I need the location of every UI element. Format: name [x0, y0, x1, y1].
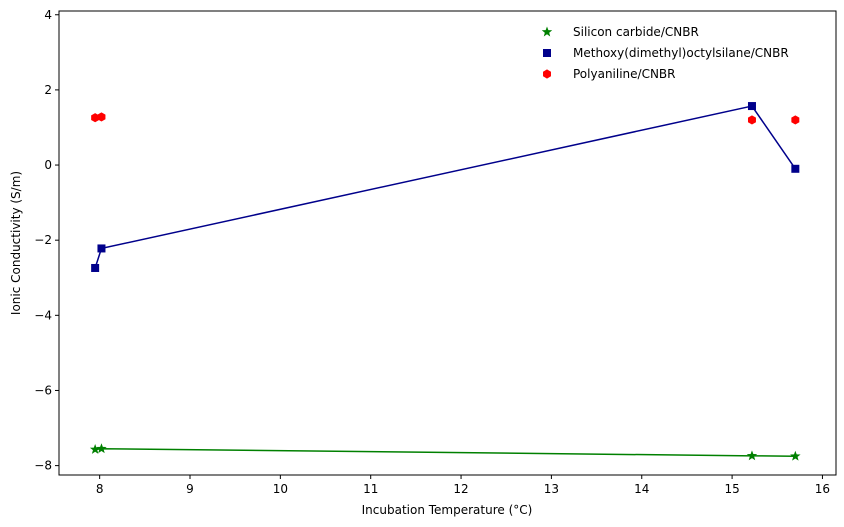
plot-frame — [58, 10, 837, 476]
legend-label: Polyaniline/CNBR — [573, 67, 676, 81]
series-line — [94, 105, 796, 269]
series-layer — [89, 102, 801, 461]
data-point — [91, 113, 100, 123]
legend-label: Silicon carbide/CNBR — [573, 25, 699, 39]
data-point — [97, 244, 106, 253]
y-tick-label: 0 — [44, 158, 52, 172]
plot-area — [59, 11, 836, 475]
x-tick-label: 12 — [453, 482, 468, 496]
data-point — [791, 164, 800, 173]
y-axis-label: Ionic Conductivity (S/m) — [9, 171, 23, 315]
x-tick-label: 9 — [186, 482, 194, 496]
y-tick-label: −4 — [34, 308, 52, 322]
data-point — [747, 102, 756, 111]
y-tick-label: 4 — [44, 8, 52, 22]
legend-item: Methoxy(dimethyl)octylsilane/CNBR — [543, 46, 789, 60]
x-tick-label: 8 — [96, 482, 104, 496]
legend-item: Polyaniline/CNBR — [543, 67, 676, 81]
legend-label: Methoxy(dimethyl)octylsilane/CNBR — [573, 46, 789, 60]
data-point — [97, 112, 106, 122]
x-tick-label: 16 — [815, 482, 830, 496]
legend-item: Silicon carbide/CNBR — [541, 25, 699, 39]
data-point — [96, 443, 107, 454]
legend: Silicon carbide/CNBR Methoxy(dimethyl)oct… — [541, 25, 789, 81]
data-point — [746, 450, 758, 461]
x-tick-label: 10 — [273, 482, 288, 496]
series-3 — [91, 112, 800, 125]
data-point — [791, 115, 800, 125]
x-axis-label: Incubation Temperature (°C) — [362, 503, 533, 517]
x-tick-label: 14 — [634, 482, 649, 496]
legend-marker — [543, 69, 551, 79]
y-tick-label: −6 — [34, 383, 52, 397]
data-point — [747, 115, 756, 125]
series-2 — [91, 102, 800, 272]
x-axis: 8 9 10 11 12 13 14 15 16 — [96, 475, 830, 496]
x-tick-label: 11 — [363, 482, 378, 496]
legend-marker — [543, 49, 551, 57]
y-tick-label: −2 — [34, 233, 52, 247]
y-axis: −8 −6 −4 −2 0 2 4 — [34, 8, 59, 473]
y-tick-label: 2 — [44, 83, 52, 97]
x-tick-label: 15 — [724, 482, 739, 496]
y-tick-label: −8 — [34, 459, 52, 473]
x-tick-label: 13 — [544, 482, 559, 496]
series-1 — [89, 443, 801, 461]
legend-marker — [541, 26, 553, 37]
data-point — [91, 263, 100, 272]
data-point — [790, 450, 801, 461]
data-point — [89, 443, 101, 454]
